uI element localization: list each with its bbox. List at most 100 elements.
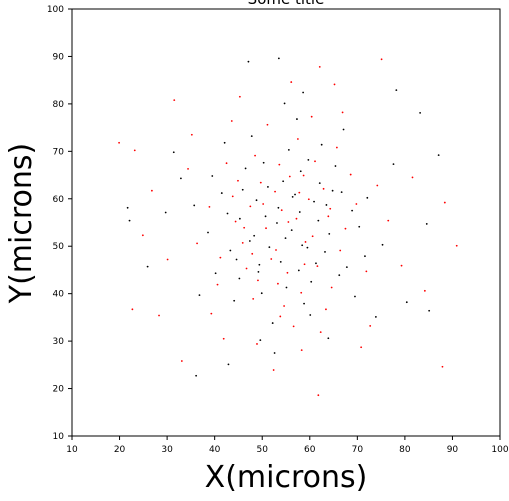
x-tick-label: 100 — [491, 445, 508, 455]
scatter-point — [259, 181, 262, 184]
scatter-point — [254, 154, 256, 157]
scatter-point — [395, 89, 398, 92]
scatter-point — [267, 186, 269, 188]
scatter-point — [335, 146, 338, 149]
scatter-point — [288, 175, 291, 178]
points-layer — [118, 57, 458, 397]
scatter-point — [238, 95, 241, 98]
scatter-point — [249, 205, 252, 208]
scatter-point — [310, 280, 313, 283]
scatter-point — [238, 277, 241, 280]
scatter-point — [328, 232, 331, 235]
scatter-point — [173, 99, 176, 101]
scatter-point — [318, 65, 321, 68]
scatter-point — [252, 297, 255, 300]
scatter-point — [307, 198, 310, 201]
scatter-point — [411, 176, 414, 179]
scatter-point — [327, 337, 330, 340]
scatter-point — [374, 316, 377, 318]
scatter-point — [244, 167, 247, 170]
scatter-point — [325, 308, 327, 311]
scatter-point — [283, 305, 285, 307]
scatter-point — [331, 189, 334, 192]
x-tick-label: 40 — [209, 445, 221, 455]
scatter-point — [268, 246, 271, 249]
scatter-point — [253, 234, 256, 237]
scatter-point — [241, 242, 244, 244]
scatter-point — [190, 133, 193, 136]
scatter-point — [349, 173, 352, 176]
scatter-point — [307, 158, 310, 161]
scatter-point — [260, 292, 263, 295]
x-tick-label: 30 — [161, 445, 173, 455]
scatter-point — [279, 260, 282, 263]
scatter-point — [172, 151, 175, 154]
scatter-point — [273, 352, 276, 354]
scatter-point — [241, 188, 244, 191]
scatter-point — [304, 241, 307, 243]
x-tick-label: 70 — [352, 445, 364, 455]
scatter-point — [198, 294, 201, 296]
scatter-point — [324, 251, 326, 253]
scatter-point — [354, 295, 356, 298]
scatter-point — [315, 262, 317, 265]
scatter-point — [275, 249, 277, 251]
scatter-point — [387, 219, 390, 222]
scatter-point — [294, 193, 296, 196]
scatter-point — [262, 203, 265, 205]
scatter-point — [231, 195, 234, 198]
scatter-point — [128, 219, 131, 222]
scatter-point — [300, 291, 303, 294]
scatter-point — [282, 180, 285, 183]
x-axis-label: X(microns) — [205, 460, 368, 495]
scatter-point — [264, 215, 267, 218]
y-tick-label: 70 — [53, 147, 65, 157]
scatter-point — [118, 141, 120, 144]
scatter-point — [314, 160, 316, 163]
x-tick-label: 90 — [447, 445, 459, 455]
scatter-point — [330, 286, 333, 289]
scatter-point — [146, 265, 149, 268]
scatter-point — [216, 283, 219, 286]
scatter-point — [302, 174, 305, 177]
scatter-point — [340, 191, 343, 194]
scatter-point — [256, 343, 258, 345]
scatter-point — [381, 243, 384, 246]
scatter-point — [298, 191, 301, 194]
x-tick-label: 20 — [114, 445, 126, 455]
y-axis-label: Y(microns) — [4, 143, 39, 304]
scatter-point — [257, 279, 259, 282]
scatter-point — [310, 115, 313, 118]
x-tick-label: 10 — [66, 445, 78, 455]
scatter-point — [210, 312, 213, 315]
scatter-point — [272, 369, 275, 371]
scatter-point — [325, 204, 328, 206]
scatter-point — [376, 184, 379, 187]
scatter-point — [295, 217, 298, 220]
y-axis-ticks: 10 20 30 40 50 60 70 80 90 100 — [47, 5, 72, 442]
scatter-point — [302, 91, 305, 94]
scatter-point — [207, 231, 209, 234]
scatter-point — [158, 314, 160, 317]
scatter-point — [234, 220, 237, 223]
y-tick-label: 50 — [53, 242, 65, 252]
scatter-point — [270, 258, 273, 260]
scatter-point — [193, 204, 196, 207]
scatter-point — [266, 123, 269, 126]
scatter-point — [262, 161, 265, 164]
scatter-point — [344, 227, 347, 230]
y-tick-label: 90 — [53, 52, 65, 62]
scatter-point — [276, 222, 278, 224]
scatter-point — [290, 81, 293, 83]
scatter-point — [309, 314, 312, 316]
scatter-point — [131, 308, 134, 311]
scatter-point — [345, 266, 348, 268]
scatter-point — [126, 206, 129, 209]
scatter-point — [229, 249, 232, 252]
scatter-point — [369, 325, 372, 327]
scatter-point — [133, 149, 136, 152]
scatter-point — [277, 282, 279, 285]
scatter-point — [214, 272, 217, 275]
scatter-point — [319, 331, 322, 333]
